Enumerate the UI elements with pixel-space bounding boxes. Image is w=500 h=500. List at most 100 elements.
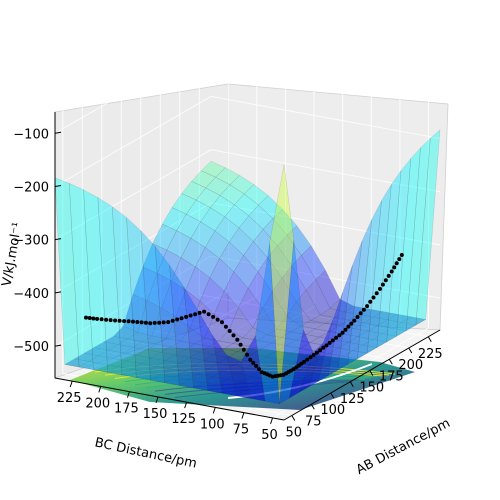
surface-patch bbox=[73, 352, 100, 362]
trajectory-point bbox=[371, 295, 376, 300]
x-tick-label: 75 bbox=[305, 414, 322, 429]
surface-patch bbox=[226, 354, 252, 399]
surface-patch bbox=[195, 187, 221, 208]
surface-patch bbox=[199, 277, 225, 315]
trajectory-point bbox=[179, 316, 184, 321]
trajectory-point bbox=[193, 312, 198, 317]
trajectory-point bbox=[235, 337, 240, 342]
surface-patch bbox=[377, 319, 403, 329]
surface-patch bbox=[174, 349, 200, 358]
y-axis-label: BC Distance/pm bbox=[93, 435, 198, 471]
surface-patch bbox=[401, 316, 427, 326]
trajectory-point bbox=[355, 315, 360, 319]
surface-patch bbox=[197, 310, 223, 394]
z-tick-label: −400 bbox=[13, 287, 49, 302]
y-tick-label: 175 bbox=[114, 402, 139, 417]
surface-patch bbox=[256, 356, 282, 366]
surface-patch bbox=[272, 208, 298, 236]
trajectory-point bbox=[365, 304, 370, 309]
surface-patch bbox=[289, 370, 315, 379]
surface-patch bbox=[54, 177, 80, 368]
surface-patch bbox=[155, 338, 182, 348]
surface-patch bbox=[223, 271, 249, 308]
trajectory-point bbox=[184, 314, 189, 319]
surface-patch bbox=[334, 311, 360, 321]
surface-patch bbox=[229, 175, 255, 195]
x-tick-mark bbox=[388, 358, 393, 365]
surface-patch bbox=[188, 373, 214, 383]
z-tick-mark bbox=[54, 291, 62, 294]
trajectory-point bbox=[352, 318, 357, 323]
trajectory-point bbox=[206, 312, 211, 317]
surface-patch bbox=[271, 337, 297, 346]
surface-patch bbox=[174, 371, 200, 381]
trajectory-point bbox=[91, 316, 96, 321]
surface-patch bbox=[170, 340, 196, 350]
surface-patch bbox=[235, 390, 262, 399]
surface-patch bbox=[286, 301, 311, 327]
surface-patch bbox=[221, 387, 247, 397]
contour-line bbox=[114, 369, 384, 379]
surface-patch bbox=[271, 277, 297, 317]
surface-patch bbox=[260, 387, 286, 396]
y-tick-label: 75 bbox=[233, 423, 250, 438]
contour-line bbox=[174, 381, 348, 399]
surface-patch bbox=[116, 360, 143, 370]
surface-patch bbox=[165, 316, 191, 342]
trajectory-point bbox=[143, 320, 148, 325]
x-tick-mark bbox=[310, 403, 315, 410]
surface-patch bbox=[270, 359, 296, 369]
surface-patch bbox=[224, 204, 250, 229]
surface-patch bbox=[248, 204, 274, 230]
trajectory-point bbox=[104, 317, 109, 322]
surface-patch bbox=[204, 230, 230, 259]
surface-patch bbox=[290, 325, 316, 335]
surface-patch bbox=[212, 334, 237, 397]
surface-patch bbox=[146, 343, 172, 353]
surface-patch bbox=[142, 243, 168, 274]
trajectory-point bbox=[321, 345, 326, 350]
trajectory-point bbox=[340, 330, 345, 335]
surface-patch bbox=[179, 357, 205, 367]
trajectory-point bbox=[152, 320, 157, 325]
trajectory-point bbox=[327, 340, 332, 345]
surface-patch bbox=[145, 366, 171, 375]
surface-patch bbox=[280, 331, 306, 341]
surface-patch bbox=[266, 328, 292, 338]
contour-line bbox=[154, 379, 360, 392]
surface-patch bbox=[391, 322, 417, 331]
trajectory-series bbox=[84, 253, 404, 379]
surface-patch bbox=[264, 395, 290, 405]
trajectory-point bbox=[227, 329, 232, 333]
surface-patch bbox=[195, 247, 220, 279]
surface-patch bbox=[181, 181, 207, 201]
surface-patch bbox=[251, 348, 277, 358]
surface-patch bbox=[193, 382, 219, 391]
surface-patch bbox=[204, 313, 229, 342]
surface-patch bbox=[178, 379, 204, 389]
surface-patch bbox=[194, 337, 220, 347]
surface-patch bbox=[319, 308, 345, 318]
surface-patch bbox=[289, 348, 316, 357]
trajectory-point bbox=[215, 317, 220, 322]
surface-patch bbox=[164, 376, 190, 386]
trajectory-point bbox=[202, 309, 207, 314]
trajectory-point bbox=[254, 363, 259, 368]
contour-line bbox=[104, 366, 390, 376]
z-axis-ticks: −100 −200 −300 −400 −500 bbox=[13, 127, 62, 355]
trajectory-point bbox=[337, 333, 342, 338]
trajectory-point bbox=[238, 342, 243, 347]
surface-patch bbox=[285, 339, 311, 349]
trajectory-point bbox=[117, 318, 122, 323]
surface-patch bbox=[236, 367, 262, 377]
surface-patch bbox=[215, 167, 240, 186]
surface-patch bbox=[303, 372, 329, 382]
grid-line bbox=[54, 42, 441, 134]
surface-patch bbox=[242, 327, 268, 341]
trajectory-point bbox=[259, 370, 264, 375]
surface-patch bbox=[207, 384, 233, 394]
y-tick-label: 125 bbox=[171, 412, 196, 427]
surface-patch bbox=[64, 358, 90, 368]
x-axis-label: AB Distance/pm bbox=[354, 416, 453, 478]
